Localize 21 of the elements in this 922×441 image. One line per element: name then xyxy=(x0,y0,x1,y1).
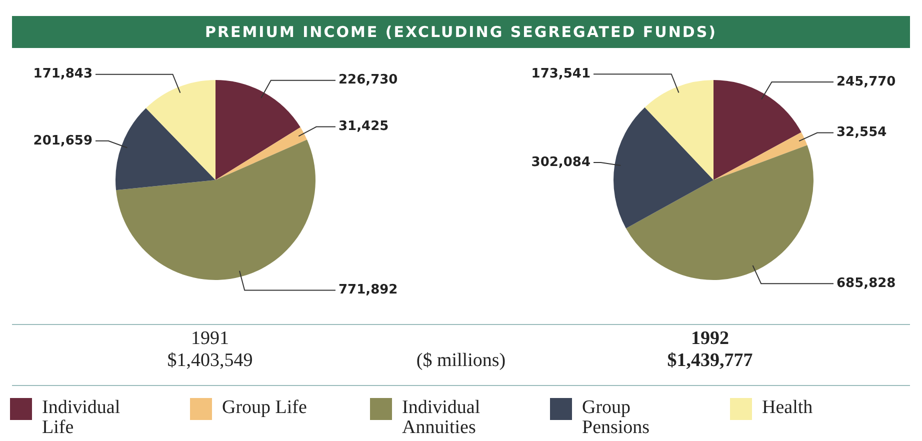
legend-label: Group Life xyxy=(222,397,308,418)
data-label: 171,843 xyxy=(33,66,92,82)
text: $1,439,777 xyxy=(666,350,754,372)
chart-title: PREMIUM INCOME (EXCLUDING SEGREGATED FUNDS) xyxy=(12,16,910,48)
data-label: 226,730 xyxy=(338,72,398,88)
legend-label: Individual Annuities xyxy=(402,397,482,438)
data-label: 771,892 xyxy=(338,282,398,298)
legend-label: Individual Life xyxy=(42,397,122,438)
text: ($ millions) xyxy=(415,350,507,372)
text: 1992 xyxy=(690,328,730,350)
data-label: 302,084 xyxy=(531,154,590,170)
data-label: 32,554 xyxy=(836,125,887,140)
legend-label: Group Pensions xyxy=(582,397,651,438)
text: $1,403,549 xyxy=(166,350,254,372)
data-label: 685,828 xyxy=(836,276,896,291)
data-label: 201,659 xyxy=(33,133,92,148)
data-label: 173,541 xyxy=(531,66,590,82)
data-label: 31,425 xyxy=(338,119,389,134)
data-label: 245,770 xyxy=(836,74,896,90)
text: 1991 xyxy=(190,328,230,350)
legend-label: Health xyxy=(762,397,814,418)
